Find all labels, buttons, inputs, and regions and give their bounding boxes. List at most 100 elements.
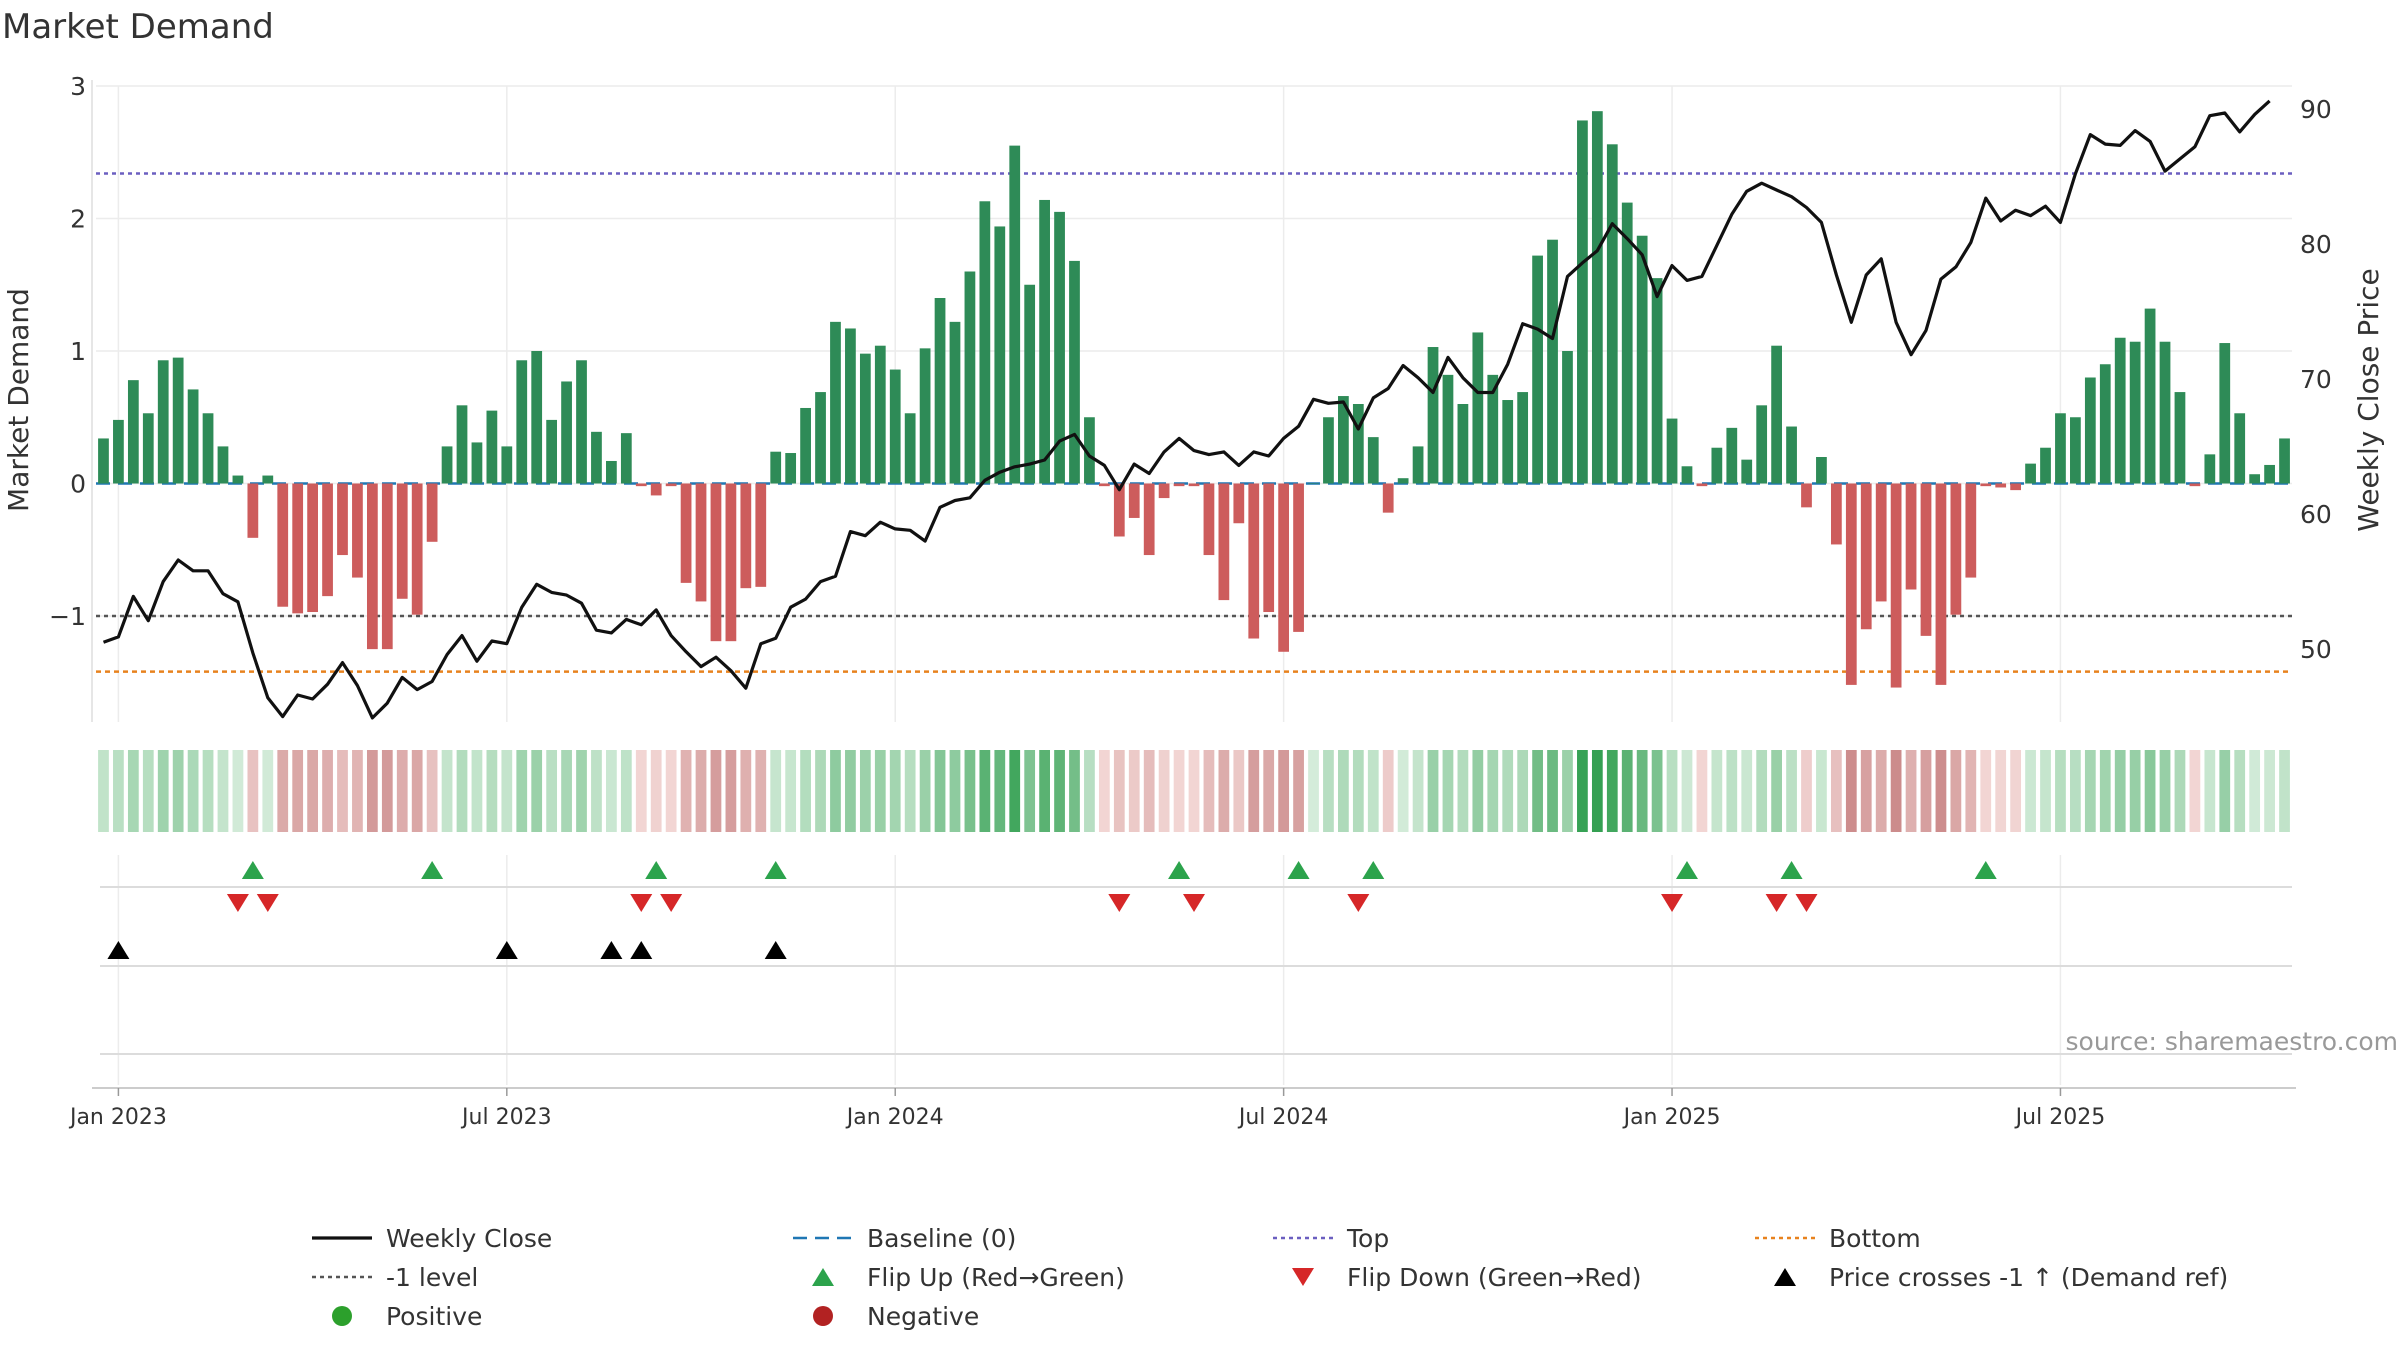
heat-cell (1188, 750, 1200, 832)
heat-cell (2219, 750, 2231, 832)
event-markers (100, 861, 2292, 1055)
flip-down-marker (1795, 894, 1818, 912)
demand-bar-negative (1203, 483, 1215, 556)
demand-bar-negative (1143, 483, 1155, 556)
demand-bar-positive (1577, 120, 1588, 484)
demand-bar-positive (1367, 437, 1379, 484)
demand-bar-positive (1427, 347, 1439, 484)
demand-bar-positive (262, 475, 274, 484)
demand-bar-positive (98, 438, 109, 484)
heat-cell (2234, 750, 2246, 832)
legend-label: Flip Up (Red→Green) (867, 1263, 1125, 1292)
right-axis-label: Weekly Close Price (2352, 268, 2385, 531)
demand-bar-negative (352, 483, 363, 578)
demand-bar-negative (322, 483, 333, 597)
right-tick-label: 60 (2300, 500, 2332, 529)
flip-down-marker (1108, 894, 1131, 912)
demand-bar-positive (142, 413, 154, 484)
demand-bar-positive (1323, 417, 1334, 484)
demand-bar-positive (1397, 478, 1409, 484)
chart-title: Market Demand (2, 7, 274, 47)
heat-cell (1816, 750, 1827, 832)
heat-cell (874, 750, 886, 832)
demand-bar-positive (1069, 260, 1080, 484)
flip-up-marker (645, 861, 668, 879)
heat-cell (1726, 750, 1738, 832)
demand-bar-positive (934, 298, 946, 484)
heat-cell (2159, 750, 2171, 832)
demand-bar-positive (1009, 145, 1021, 484)
demand-bar-negative (1098, 483, 1110, 487)
heat-cell (366, 750, 378, 832)
heat-cell (785, 750, 797, 832)
heat-cell (1801, 750, 1812, 832)
heat-cell (2144, 750, 2156, 832)
demand-bar-negative (1188, 483, 1200, 487)
demand-bar-positive (2129, 341, 2141, 484)
heat-cell (352, 750, 363, 832)
demand-bar-negative (650, 483, 662, 496)
demand-bar-positive (127, 380, 139, 484)
heat-cell (2189, 750, 2201, 832)
heat-cell (1442, 750, 1454, 832)
demand-bar-positive (172, 357, 184, 484)
heat-cell (1517, 750, 1529, 832)
heat-cell (1173, 750, 1185, 832)
heat-cell (1980, 750, 1992, 832)
demand-bar-positive (1636, 235, 1648, 484)
heat-cell (381, 750, 393, 832)
heat-cell (546, 750, 558, 832)
demand-bar-negative (725, 483, 737, 642)
demand-bar-negative (1890, 483, 1902, 688)
left-tick-label: −1 (49, 602, 86, 631)
heat-cell (1636, 750, 1648, 832)
heat-cell (665, 750, 677, 832)
demand-bar-negative (426, 483, 438, 542)
heat-cell (606, 750, 617, 832)
demand-bar-positive (516, 360, 528, 484)
demand-bar-positive (1606, 144, 1618, 484)
heat-cell (1995, 750, 2007, 832)
heat-cell (232, 750, 244, 832)
demand-bar-negative (1935, 483, 1947, 685)
heat-cell (859, 750, 871, 832)
demand-bar-positive (2144, 308, 2156, 484)
flip-up-marker (1780, 861, 1803, 879)
heat-cell (1158, 750, 1170, 832)
flip-down-marker (1661, 894, 1684, 912)
heat-cell (2099, 750, 2111, 832)
demand-bar-positive (964, 271, 976, 484)
heat-cell (1009, 750, 1021, 832)
heat-cell (680, 750, 692, 832)
heat-cell (815, 750, 826, 832)
demand-bar-positive (456, 405, 468, 484)
heat-cell (1338, 750, 1349, 832)
demand-bar-positive (2159, 341, 2171, 484)
legend-label: Flip Down (Green→Red) (1347, 1263, 1642, 1292)
demand-bar-negative (710, 483, 722, 642)
x-tick-label: Jul 2023 (460, 1105, 552, 1130)
demand-bar-positive (919, 348, 931, 484)
demand-bar-positive (1816, 457, 1827, 484)
heat-cell (1651, 750, 1663, 832)
heat-cell (217, 750, 229, 832)
x-tick-label: Jul 2024 (1237, 1105, 1329, 1130)
heat-cell (1890, 750, 1902, 832)
flip-up-marker (421, 861, 444, 879)
demand-bar-positive (620, 433, 632, 484)
demand-bar-positive (113, 419, 124, 484)
demand-bar-positive (1308, 483, 1319, 484)
heat-cell (949, 750, 961, 832)
demand-bar-positive (1039, 199, 1050, 484)
demand-bar-positive (1054, 211, 1065, 484)
heat-cell (247, 750, 259, 832)
heat-cell (979, 750, 991, 832)
heat-cell (1084, 750, 1095, 832)
demand-bar-positive (785, 453, 797, 484)
heat-cell (1591, 750, 1603, 832)
demand-bar-positive (1412, 446, 1424, 484)
demand-bar-positive (1756, 405, 1768, 484)
demand-bar-negative (1173, 483, 1185, 487)
demand-bar-negative (1995, 483, 2007, 488)
legend-label: Weekly Close (386, 1224, 552, 1253)
